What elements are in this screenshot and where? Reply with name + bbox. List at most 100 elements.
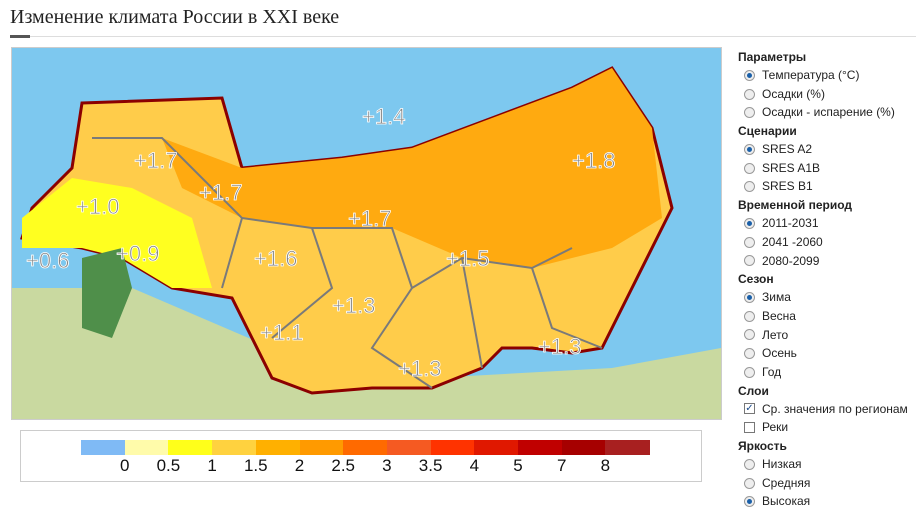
radio-button[interactable] bbox=[744, 181, 755, 193]
legend-tick: 0 bbox=[119, 456, 130, 475]
region-value-label: +1.7 bbox=[134, 148, 177, 173]
legend-tick: 1 bbox=[207, 456, 217, 475]
radio-option[interactable]: Осадки - испарение (%) bbox=[738, 103, 908, 122]
radio-option[interactable]: SRES A2 bbox=[738, 140, 908, 159]
radio-button[interactable] bbox=[744, 292, 755, 304]
option-label: Весна bbox=[762, 308, 796, 323]
radio-option[interactable]: Осадки (%) bbox=[738, 85, 908, 104]
radio-button[interactable] bbox=[744, 310, 755, 322]
option-label: 2011-2031 bbox=[762, 216, 819, 231]
checkbox-option[interactable]: ✓ Ср. значения по регионам bbox=[738, 400, 908, 419]
controls-panel: Параметры Температура (°C) Осадки (%) Осадк… bbox=[738, 48, 908, 511]
radio-option[interactable]: Год bbox=[738, 363, 908, 382]
option-label: SRES A1B bbox=[762, 160, 821, 175]
option-label: Температура (°C) bbox=[762, 68, 860, 82]
radio-option[interactable]: Весна bbox=[738, 307, 908, 326]
radio-option[interactable]: Осень bbox=[738, 344, 908, 363]
checkbox-option[interactable]: Реки bbox=[738, 418, 908, 437]
legend-swatch bbox=[561, 440, 606, 455]
radio-button[interactable] bbox=[744, 329, 755, 341]
region-value-label: +1.5 bbox=[446, 246, 489, 271]
radio-button[interactable] bbox=[744, 477, 755, 489]
legend-swatch bbox=[343, 440, 388, 455]
radio-option[interactable]: Зима bbox=[738, 288, 908, 307]
color-legend: 0 0.5 1 1.5 2 2.5 3 3.5 4 5 7 8 bbox=[20, 430, 702, 482]
radio-button[interactable] bbox=[744, 107, 755, 119]
radio-option[interactable]: 2011-2031 bbox=[738, 214, 908, 233]
legend-swatch bbox=[212, 440, 257, 455]
region-value-label: +0.9 bbox=[116, 241, 159, 266]
region-borders bbox=[92, 137, 603, 389]
region-value-label: +1.3 bbox=[398, 356, 441, 381]
legend-tick: 5 bbox=[513, 456, 523, 475]
section-heading: Сценарии bbox=[738, 124, 797, 139]
radio-button[interactable] bbox=[744, 143, 755, 155]
radio-button[interactable] bbox=[744, 348, 755, 360]
radio-button[interactable] bbox=[744, 217, 755, 229]
radio-option[interactable]: Лето bbox=[738, 326, 908, 345]
section-heading: Сезон bbox=[738, 272, 774, 287]
west-yellow-zone bbox=[22, 178, 212, 288]
legend-tick: 7 bbox=[556, 456, 567, 475]
legend-tick: 3 bbox=[382, 456, 392, 475]
option-label: Год bbox=[762, 364, 782, 379]
section-heading: Параметры bbox=[738, 50, 807, 64]
section-heading: Слои bbox=[738, 383, 769, 398]
radio-option[interactable]: Средняя bbox=[738, 474, 908, 493]
legend-tick: 3.5 bbox=[418, 456, 443, 475]
radio-option[interactable]: SRES A1B bbox=[738, 159, 908, 178]
legend-swatch bbox=[474, 440, 519, 455]
legend-tick: 1.5 bbox=[243, 456, 268, 475]
region-value-label: +1.7 bbox=[348, 206, 391, 231]
option-label: 2041 -2060 bbox=[762, 234, 823, 249]
legend-swatch bbox=[518, 440, 563, 455]
region-value-label: +1.6 bbox=[254, 246, 297, 271]
legend-swatch bbox=[255, 440, 300, 455]
legend-tick: 2 bbox=[294, 456, 305, 475]
radio-button[interactable] bbox=[744, 496, 755, 508]
option-label: Ср. значения по регионам bbox=[762, 401, 908, 416]
section-heading: Яркость bbox=[738, 439, 787, 453]
region-value-label: +1.0 bbox=[76, 194, 119, 219]
radio-button[interactable] bbox=[744, 458, 755, 470]
option-label: Осадки - испарение (%) bbox=[762, 105, 895, 120]
radio-option[interactable]: Низкая bbox=[738, 455, 908, 474]
region-value-label: +1.8 bbox=[572, 148, 615, 173]
region-value-label: +1.3 bbox=[332, 293, 375, 318]
option-label: Зима bbox=[762, 290, 791, 305]
legend-swatch bbox=[124, 440, 169, 455]
legend-tick: 2.5 bbox=[331, 456, 356, 475]
page-title: Изменение климата России в XXI веке bbox=[10, 6, 340, 28]
title-divider bbox=[10, 36, 916, 37]
option-label: Реки bbox=[762, 420, 789, 435]
radio-option[interactable]: 2080-2099 bbox=[738, 252, 908, 271]
legend-swatch bbox=[81, 440, 126, 455]
option-label: Лето bbox=[762, 327, 789, 342]
radio-button[interactable] bbox=[744, 255, 755, 267]
checkbox[interactable]: ✓ bbox=[744, 403, 755, 415]
region-value-label: +1.4 bbox=[362, 104, 405, 129]
radio-button[interactable] bbox=[744, 236, 755, 248]
land-south bbox=[12, 288, 721, 419]
climate-map[interactable]: +1.4 +1.7 +1.8 +1.0 +1.7 +1.7 +0.6 +0.9 +1.6 +1.5… bbox=[11, 47, 722, 420]
option-label: SRES A2 bbox=[762, 142, 813, 157]
region-value-label: +0.6 bbox=[26, 248, 69, 273]
checkbox[interactable] bbox=[744, 422, 755, 434]
radio-button[interactable] bbox=[744, 88, 755, 100]
radio-button[interactable] bbox=[744, 69, 755, 81]
legend-swatch bbox=[299, 440, 344, 455]
legend-tick: 0.5 bbox=[156, 456, 181, 475]
north-warm-zone bbox=[162, 68, 662, 268]
legend-tick: 4 bbox=[469, 456, 480, 475]
radio-option[interactable]: Высокая bbox=[738, 492, 908, 511]
option-label: Осень bbox=[762, 346, 797, 361]
option-label: Средняя bbox=[762, 475, 811, 490]
option-label: Осадки (%) bbox=[762, 86, 825, 101]
radio-button[interactable] bbox=[744, 162, 755, 174]
radio-button[interactable] bbox=[744, 366, 755, 378]
radio-option[interactable]: Температура (°C) bbox=[738, 66, 908, 85]
option-label: 2080-2099 bbox=[762, 253, 820, 268]
legend-swatch bbox=[386, 440, 432, 455]
radio-option[interactable]: SRES B1 bbox=[738, 177, 908, 196]
radio-option[interactable]: 2041 -2060 bbox=[738, 233, 908, 252]
